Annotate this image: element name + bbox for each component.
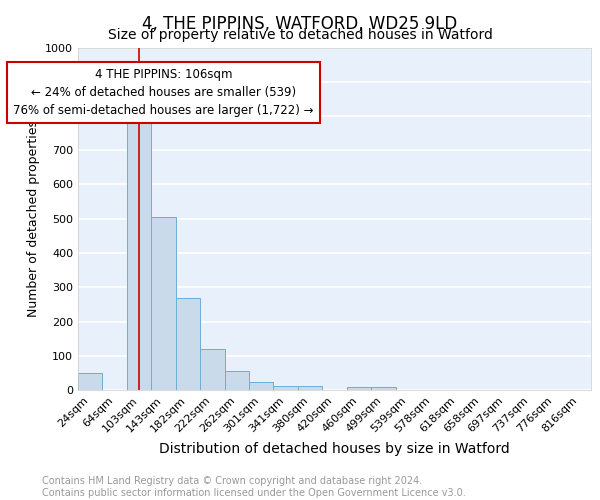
Bar [127, 118, 151, 390]
Bar [347, 386, 371, 390]
Bar [274, 386, 298, 390]
Bar [371, 386, 395, 390]
Bar [176, 298, 200, 390]
Text: Contains HM Land Registry data © Crown copyright and database right 2024.
Contai: Contains HM Land Registry data © Crown c… [42, 476, 466, 498]
Text: 4, THE PIPPINS, WATFORD, WD25 9LD: 4, THE PIPPINS, WATFORD, WD25 9LD [142, 15, 458, 33]
Bar [151, 217, 176, 390]
Text: Size of property relative to detached houses in Watford: Size of property relative to detached ho… [107, 28, 493, 42]
Text: 4 THE PIPPINS: 106sqm
← 24% of detached houses are smaller (539)
76% of semi-det: 4 THE PIPPINS: 106sqm ← 24% of detached … [13, 68, 314, 117]
Bar [224, 371, 249, 390]
Bar [249, 382, 274, 390]
Bar [298, 386, 322, 390]
X-axis label: Distribution of detached houses by size in Watford: Distribution of detached houses by size … [159, 442, 510, 456]
Bar [200, 349, 224, 390]
Y-axis label: Number of detached properties: Number of detached properties [26, 120, 40, 318]
Bar [78, 373, 103, 390]
